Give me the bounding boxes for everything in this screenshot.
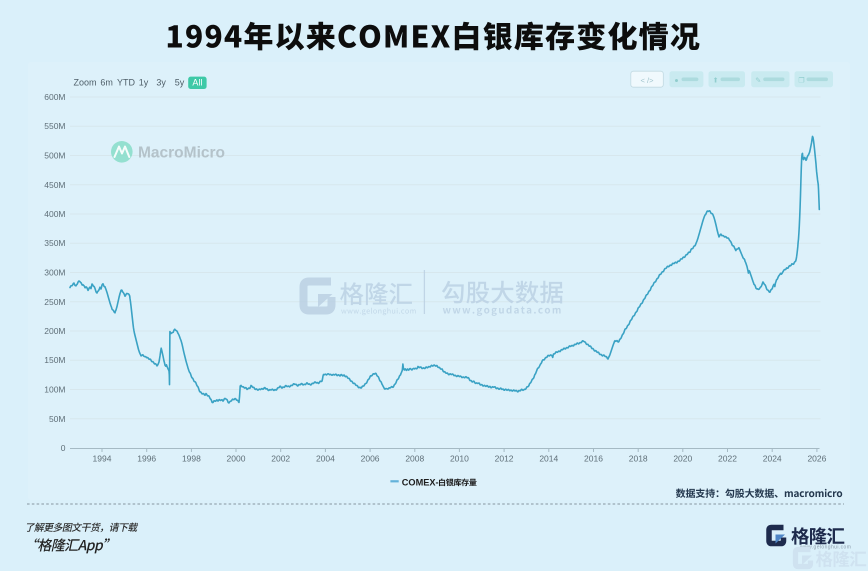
svg-text:2024: 2024: [763, 454, 782, 464]
svg-text:1994: 1994: [93, 454, 112, 464]
svg-text:250M: 250M: [44, 297, 65, 307]
svg-text:500M: 500M: [44, 151, 65, 161]
svg-text:●: ●: [674, 78, 678, 85]
svg-text:2012: 2012: [495, 454, 514, 464]
svg-text:50M: 50M: [49, 414, 66, 424]
svg-text:2006: 2006: [361, 454, 380, 464]
svg-text:COMEX-: COMEX-: [402, 478, 439, 488]
svg-text:2026: 2026: [807, 454, 826, 464]
svg-text:✎: ✎: [755, 78, 761, 85]
svg-text:450M: 450M: [44, 180, 65, 190]
svg-text:2022: 2022: [718, 454, 737, 464]
svg-text:< />: < />: [641, 76, 655, 85]
svg-text:2008: 2008: [405, 454, 424, 464]
svg-text:2000: 2000: [227, 454, 246, 464]
svg-text:YTD: YTD: [117, 78, 136, 88]
svg-text:300M: 300M: [44, 268, 65, 278]
svg-text:2002: 2002: [271, 454, 290, 464]
svg-text:400M: 400M: [44, 209, 65, 219]
svg-text:www.gelonghui.com: www.gelonghui.com: [800, 545, 851, 551]
svg-text:6m: 6m: [100, 78, 113, 88]
svg-text:1996: 1996: [137, 454, 156, 464]
svg-text:2014: 2014: [539, 454, 558, 464]
svg-text:0: 0: [61, 443, 66, 453]
svg-text:1998: 1998: [182, 454, 201, 464]
svg-text:2004: 2004: [316, 454, 335, 464]
svg-text:2010: 2010: [450, 454, 469, 464]
svg-text:2018: 2018: [629, 454, 648, 464]
svg-text:5y: 5y: [175, 78, 185, 88]
svg-text:⬆: ⬆: [713, 77, 719, 85]
svg-text:2020: 2020: [673, 454, 692, 464]
svg-text:150M: 150M: [44, 355, 65, 365]
svg-text:Zoom: Zoom: [74, 78, 97, 88]
svg-text:600M: 600M: [44, 92, 65, 102]
svg-text:3y: 3y: [156, 78, 166, 88]
svg-text:2016: 2016: [584, 454, 603, 464]
svg-text:350M: 350M: [44, 238, 65, 248]
svg-text:200M: 200M: [44, 326, 65, 336]
svg-text:MacroMicro: MacroMicro: [138, 145, 225, 162]
svg-text:All: All: [192, 78, 202, 88]
svg-text:550M: 550M: [44, 121, 65, 131]
svg-text:100M: 100M: [44, 385, 65, 395]
svg-text:❐: ❐: [798, 77, 804, 85]
svg-text:1y: 1y: [139, 78, 149, 88]
